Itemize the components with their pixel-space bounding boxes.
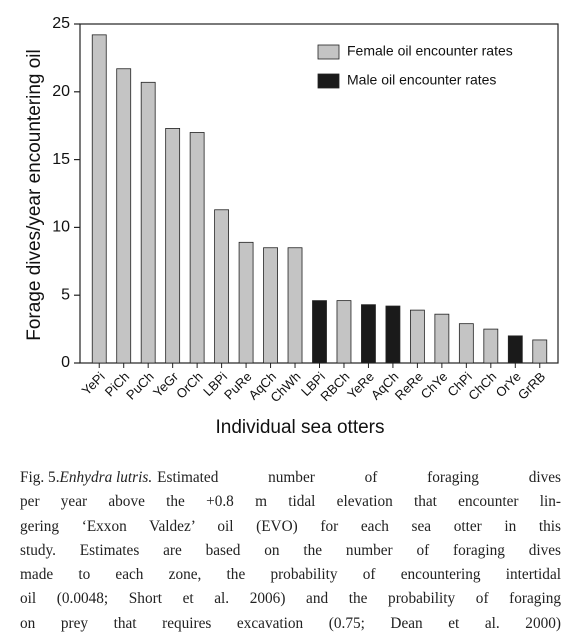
bar (483, 328, 499, 364)
caption-line: Fig. 5. Enhydra lutris. Estimated number… (20, 466, 561, 490)
x-tick-label: ChCh (465, 369, 499, 403)
species-name: Enhydra lutris. (59, 469, 153, 486)
caption-line: oil (0.0048; Short et al. 2006) and the … (20, 590, 561, 608)
caption-line: made to each zone, the probability of en… (20, 566, 561, 584)
bar (140, 81, 156, 364)
caption-text: Estimated number of foraging dives (157, 469, 561, 486)
bar (263, 247, 278, 364)
x-tick-label: ReRe (392, 369, 426, 403)
bar (287, 247, 303, 364)
bar (361, 304, 376, 364)
caption-line: study. Estimates are based on the number… (20, 541, 561, 559)
y-tick-label: 20 (52, 83, 70, 100)
bar (532, 339, 548, 364)
x-tick-label: YePi (79, 369, 108, 398)
bar (165, 128, 181, 364)
bar (385, 305, 401, 364)
bar (189, 132, 205, 364)
y-axis-title: Forage dives/year encountering oil (24, 49, 45, 341)
y-tick-label: 10 (52, 219, 70, 236)
caption-line: on prey that requires excavation (0.75; … (20, 614, 561, 632)
bar (434, 313, 450, 364)
bar (336, 300, 352, 364)
y-tick-label: 15 (52, 151, 70, 168)
y-tick-label: 0 (61, 354, 70, 371)
y-tick-label: 5 (61, 286, 70, 303)
chart: Forage dives/year encountering oil Indiv… (24, 15, 559, 438)
legend-swatch (317, 73, 340, 89)
x-tick-label: PuRe (221, 369, 255, 403)
x-tick-label: GrRB (515, 369, 549, 403)
x-tick-label: ChYe (418, 369, 451, 402)
caption: Fig. 5. Enhydra lutris. Estimated number… (20, 466, 561, 636)
bar (458, 323, 474, 364)
legend-label: Female oil encounter rates (347, 43, 513, 59)
bar (238, 241, 254, 364)
x-axis-title: Individual sea otters (216, 417, 385, 438)
x-tick-label: PuCh (123, 369, 157, 403)
legend-swatch (317, 44, 340, 60)
caption-line: per year above the +0.8 m tidal elevatio… (20, 493, 561, 511)
caption-line: gering ‘Exxon Valdez’ oil (EVO) for each… (20, 517, 561, 535)
bar (91, 34, 107, 364)
x-tick-label: OrCh (173, 369, 206, 402)
bar (507, 335, 523, 364)
figure-label: Fig. 5. (20, 469, 60, 486)
legend-label: Male oil encounter rates (347, 72, 496, 88)
bar (312, 300, 327, 364)
bar (409, 309, 425, 364)
bar (214, 209, 230, 364)
y-tick-label: 25 (52, 15, 70, 32)
bar (116, 68, 132, 364)
